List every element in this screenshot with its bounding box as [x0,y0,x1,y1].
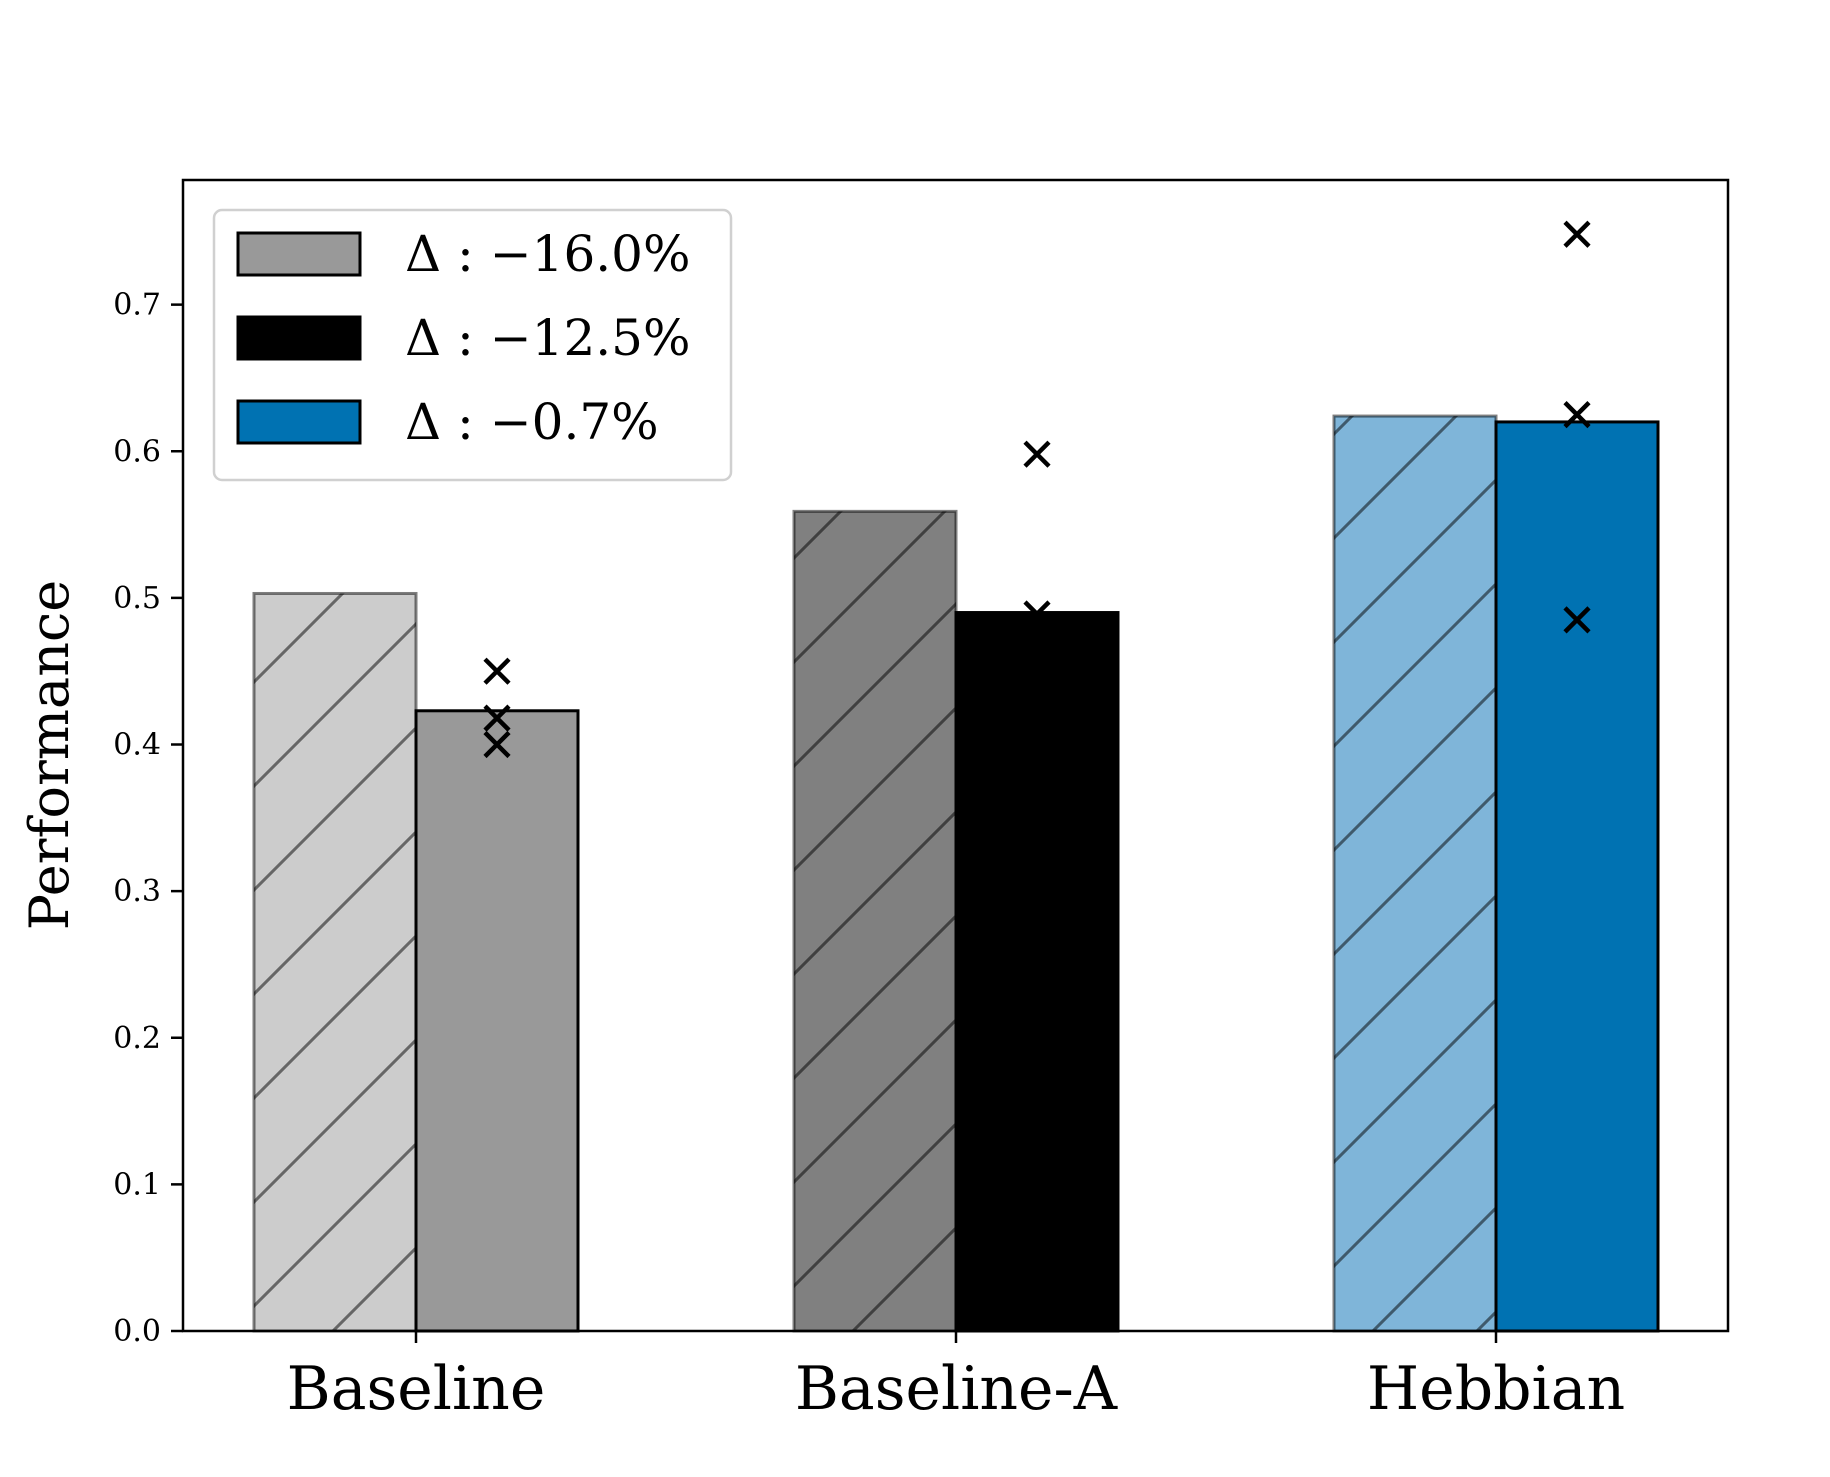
legend-swatch-3 [236,399,362,445]
y-tick-label: 0.1 [113,1167,161,1202]
y-tick-label: 0.6 [113,434,161,469]
x-tick-label: Baseline [287,1354,546,1424]
bar-baseline-a-after [954,611,1120,1333]
x-tick-label: Hebbian [1367,1354,1625,1424]
bar-hebbian-before-hatch [1332,414,1498,1333]
x-tick-label: Baseline-A [795,1354,1118,1424]
y-tick-label: 0.2 [113,1021,161,1056]
bar-baseline-a-before-hatch [792,509,958,1333]
y-axis-label: Performance [18,580,81,930]
bar-baseline-before-hatch [252,591,418,1333]
marker-baseline-a-2 [1023,600,1051,628]
legend-label-1: Δ : −16.0% [405,225,690,283]
y-axis: 0.0 0.1 0.2 0.3 0.4 0.5 0.6 0.7 [113,288,183,1349]
bars-group [252,414,1660,1333]
y-tick-label: 0.4 [113,728,161,763]
y-tick-label: 0.7 [113,288,161,323]
legend-swatch-1 [236,231,362,277]
marker-baseline-2 [483,704,511,732]
marker-baseline-a-1 [1023,440,1051,468]
marker-hebbian-2 [1563,401,1591,429]
y-tick-label: 0.5 [113,581,161,616]
marker-hebbian-1 [1563,220,1591,248]
x-axis: Baseline Baseline-A Hebbian [287,1331,1625,1424]
legend-label-2: Δ : −12.5% [405,309,690,367]
bar-baseline-after [414,709,580,1333]
y-tick-label: 0.0 [113,1314,161,1349]
y-tick-label: 0.3 [113,874,161,909]
markers-group [483,220,1591,759]
bar-hebbian-after [1494,420,1660,1333]
legend: Δ : −16.0% Δ : −12.5% Δ : −0.7% [212,208,733,482]
marker-baseline-3 [483,730,511,759]
marker-baseline-1 [483,657,511,685]
legend-label-3: Δ : −0.7% [405,393,659,451]
legend-swatch-2 [236,315,362,361]
marker-hebbian-3 [1563,606,1591,634]
